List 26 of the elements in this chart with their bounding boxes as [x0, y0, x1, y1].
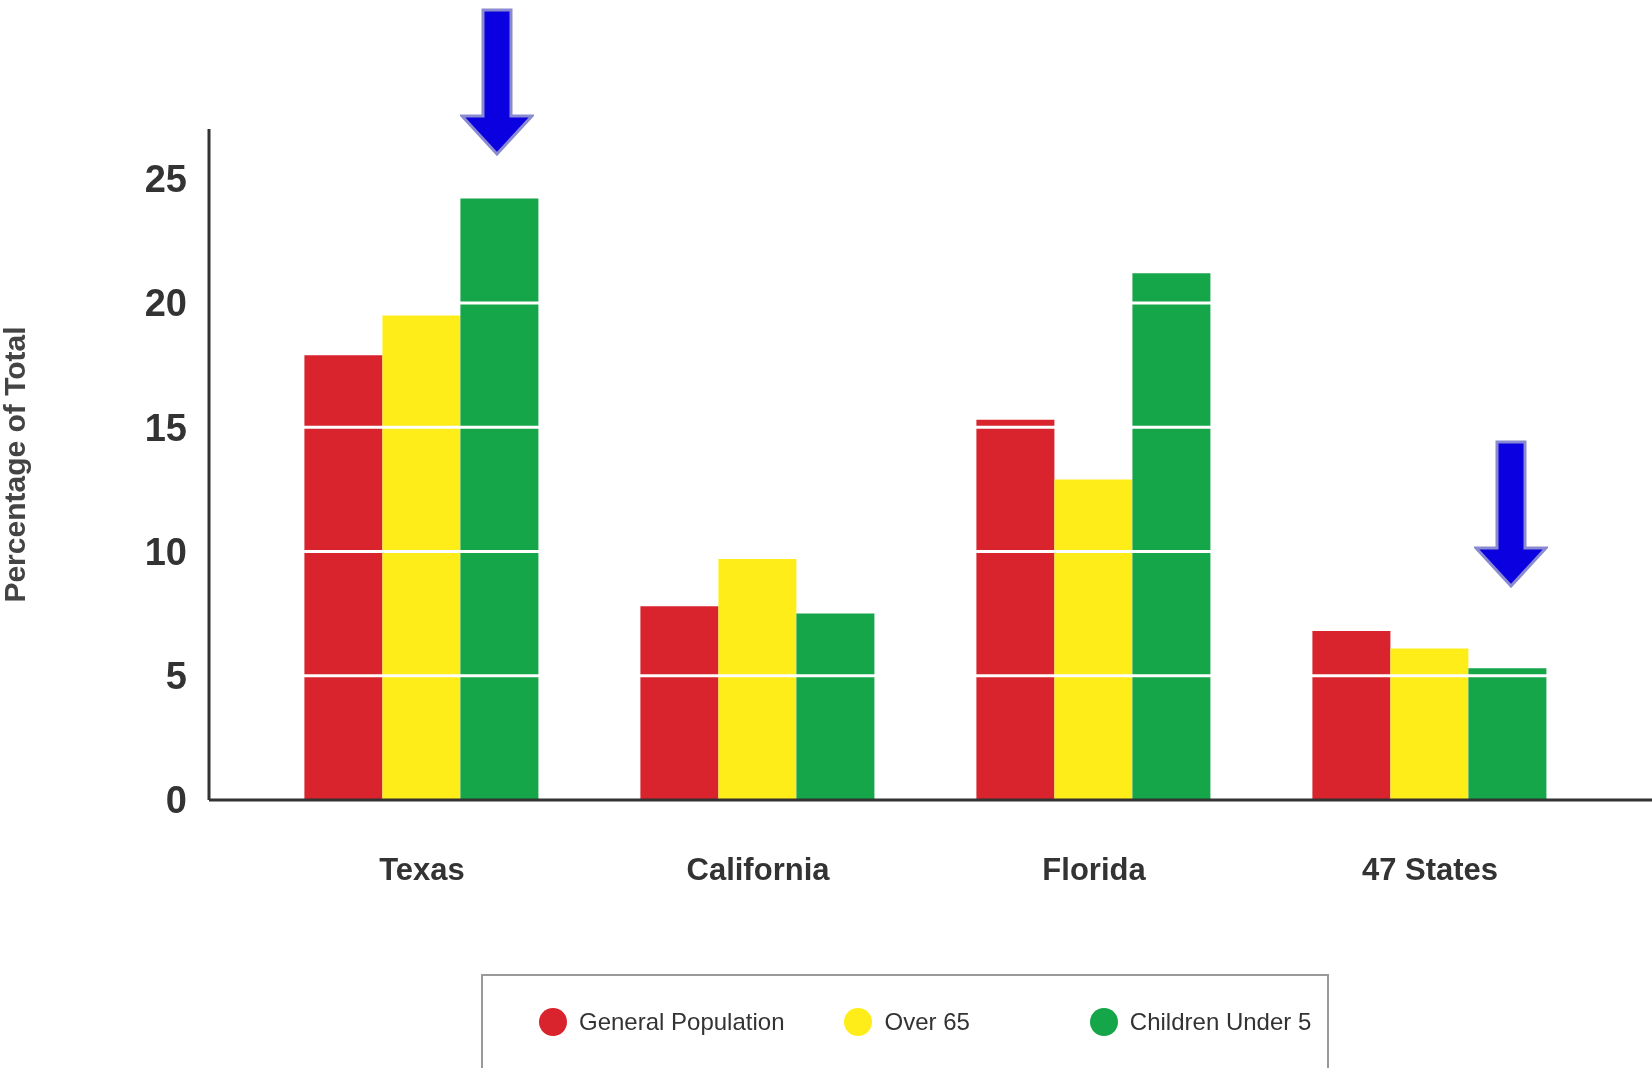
legend-label: General Population: [579, 1008, 785, 1036]
bar: [460, 198, 539, 800]
bar: [1312, 631, 1391, 800]
y-tick-label: 10: [144, 530, 187, 573]
bar: [304, 355, 383, 800]
x-tick-label: 47 States: [1361, 852, 1499, 888]
y-axis-title: Percentage of Total: [0, 326, 31, 603]
legend-label: Over 65: [884, 1008, 970, 1036]
bar: [976, 419, 1055, 800]
x-tick-label: California: [686, 852, 831, 888]
bar: [640, 606, 719, 800]
y-tick-label: 15: [144, 406, 187, 449]
bar: [382, 315, 461, 800]
bar: [718, 558, 797, 800]
bar: [1390, 648, 1469, 800]
legend-label: Children Under 5: [1129, 1008, 1312, 1036]
x-tick-label: Florida: [1042, 852, 1147, 888]
bar: [1054, 479, 1133, 800]
bar: [796, 613, 875, 800]
bar: [1468, 668, 1547, 800]
y-tick-label: 20: [144, 282, 187, 325]
x-tick-label: Texas: [379, 852, 465, 888]
y-tick-label: 5: [165, 655, 187, 698]
y-tick-label: 0: [165, 779, 187, 822]
y-tick-label: 25: [144, 158, 187, 201]
bar: [1132, 273, 1211, 800]
